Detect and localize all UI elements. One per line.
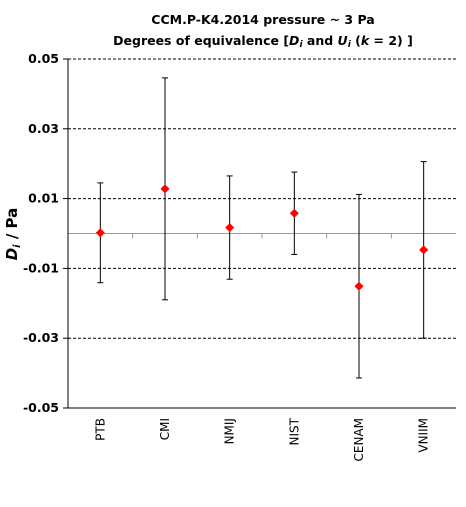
error-bar-layer bbox=[97, 77, 427, 379]
y-axis-label: Di / Pa bbox=[3, 208, 23, 261]
data-point-layer bbox=[95, 184, 429, 291]
zero-line-layer bbox=[68, 233, 456, 239]
category-label-0: PTB bbox=[93, 418, 107, 441]
category-label-layer: PTB CMI NMIJ NIST CENAM VNIIM bbox=[93, 417, 430, 461]
axis-layer bbox=[63, 58, 456, 409]
y-tick-label-layer: 0.05 0.03 0.01 -0.01 -0.03 -0.05 bbox=[23, 51, 59, 415]
grid-layer bbox=[68, 58, 456, 339]
category-label-5: VNIIM bbox=[417, 418, 431, 453]
data-point-1 bbox=[160, 184, 170, 194]
data-point-3 bbox=[289, 208, 299, 218]
chart-title-line1: CCM.P-K4.2014 pressure ~ 3 Pa bbox=[151, 12, 374, 27]
category-label-2: NMIJ bbox=[223, 418, 237, 444]
y-tick-label-1: 0.03 bbox=[28, 121, 59, 136]
category-label-1: CMI bbox=[158, 418, 172, 440]
category-label-4: CENAM bbox=[352, 418, 366, 462]
chart-title-line2: Degrees of equivalence [Di and Ui (k = 2… bbox=[113, 33, 413, 50]
data-point-4 bbox=[354, 281, 364, 291]
data-point-2 bbox=[225, 223, 235, 233]
data-point-0 bbox=[95, 228, 105, 238]
y-tick-label-0: 0.05 bbox=[28, 51, 59, 66]
category-label-3: NIST bbox=[287, 417, 301, 445]
y-tick-label-4: -0.03 bbox=[23, 330, 59, 345]
y-tick-label-2: 0.01 bbox=[28, 191, 59, 206]
data-point-5 bbox=[419, 245, 429, 255]
y-tick-label-3: -0.01 bbox=[23, 260, 59, 275]
y-tick-label-5: -0.05 bbox=[23, 400, 59, 415]
